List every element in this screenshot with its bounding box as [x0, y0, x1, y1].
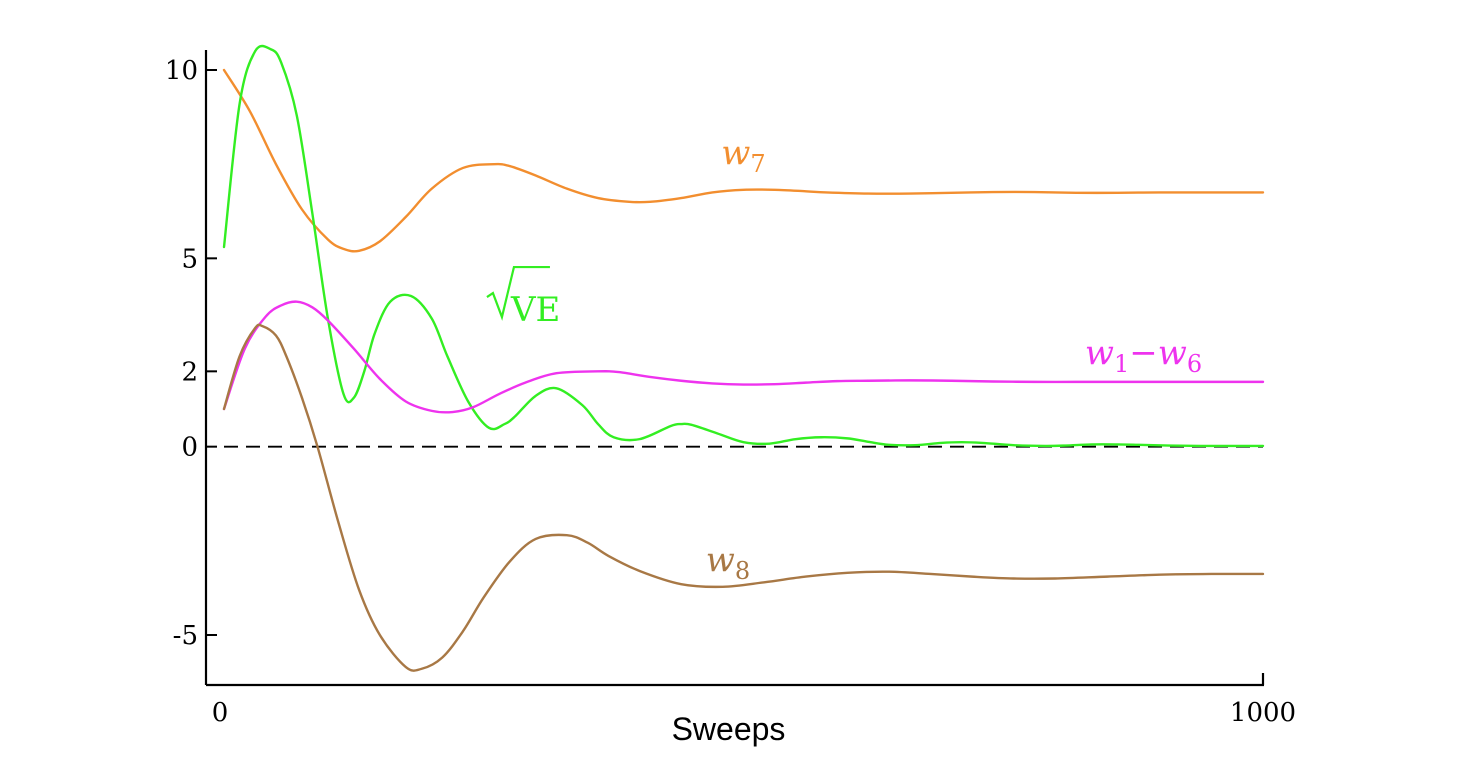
- series-line-w1w6: [222, 300, 1265, 414]
- series-line-w8: [222, 323, 1265, 672]
- label-main-2: −w: [1129, 333, 1187, 373]
- x-tick-label: 0: [212, 698, 229, 728]
- series-group: [222, 44, 1265, 672]
- label-main: w: [706, 540, 735, 580]
- x-tick-label: 1000: [1230, 698, 1296, 728]
- y-tick-label: 2: [181, 357, 198, 387]
- label-subscript: 1: [1114, 350, 1129, 378]
- label-w1w6: w1−w6: [1085, 333, 1202, 378]
- series-line-ve: [222, 44, 1265, 448]
- sqrt-symbol: [486, 265, 550, 321]
- label-w8: w8: [706, 540, 750, 585]
- series-line-w7: [222, 68, 1265, 253]
- y-tick-label: 5: [181, 244, 198, 274]
- axes: [204, 50, 1265, 687]
- label-subscript: 8: [735, 557, 750, 585]
- label-main: w: [1085, 333, 1114, 373]
- label-w7: w7: [721, 133, 765, 178]
- label-subscript: 7: [750, 150, 765, 178]
- tick-group: 10 5 2 0 -5 0 1000: [165, 56, 1296, 728]
- ve-label-text: VE: [510, 290, 560, 330]
- x-axis-label: Sweeps: [672, 711, 786, 747]
- label-sqrt-ve: VE: [486, 265, 560, 330]
- y-tick-label: 10: [165, 56, 198, 86]
- y-tick-label: -5: [173, 621, 198, 651]
- label-subscript-2: 6: [1187, 350, 1202, 378]
- y-tick-label: 0: [181, 433, 198, 463]
- label-main: w: [721, 133, 750, 173]
